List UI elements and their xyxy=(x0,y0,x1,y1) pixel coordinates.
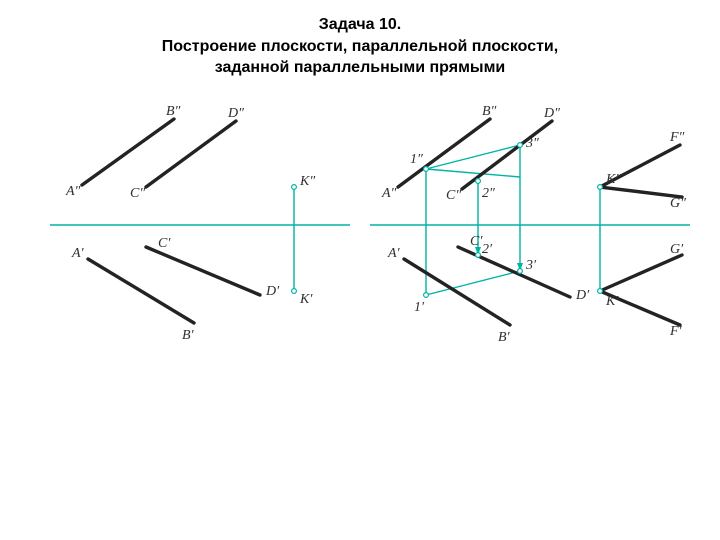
svg-text:K′: K′ xyxy=(605,294,619,309)
svg-text:A″: A″ xyxy=(381,186,397,201)
svg-text:D′: D′ xyxy=(265,284,280,299)
title-line-3: заданной параллельными прямыми xyxy=(0,57,720,79)
svg-text:F″: F″ xyxy=(669,130,685,145)
svg-text:C″: C″ xyxy=(446,188,461,203)
title-line-1: Задача 10. xyxy=(0,14,720,36)
svg-text:C′: C′ xyxy=(158,236,171,251)
svg-text:2″: 2″ xyxy=(482,186,495,201)
svg-text:D″: D″ xyxy=(543,106,560,121)
svg-text:K″: K″ xyxy=(299,174,315,189)
svg-text:B′: B′ xyxy=(498,330,511,345)
title-line-2: Построение плоскости, параллельной плоск… xyxy=(0,36,720,58)
svg-text:K′: K′ xyxy=(299,292,313,307)
svg-text:A′: A′ xyxy=(71,246,85,261)
svg-text:K″: K″ xyxy=(605,172,621,187)
svg-text:D′: D′ xyxy=(575,288,590,303)
page-title: Задача 10. Построение плоскости, паралле… xyxy=(0,14,720,79)
svg-text:G″: G″ xyxy=(670,196,686,211)
svg-text:A′: A′ xyxy=(387,246,401,261)
svg-text:3″: 3″ xyxy=(525,136,539,151)
svg-text:1′: 1′ xyxy=(414,300,425,315)
svg-text:F′: F′ xyxy=(669,324,683,339)
svg-text:B′: B′ xyxy=(182,328,195,343)
svg-text:2′: 2′ xyxy=(482,242,493,257)
svg-text:B″: B″ xyxy=(166,104,181,119)
svg-text:C″: C″ xyxy=(130,186,145,201)
diagram-stage: A″ B″ C″ D″ K″ A′ B′ C′ D′ K′ A″ B″ C″ D″ 1″ 2″ 3″ K″ F″ G… xyxy=(0,95,720,515)
svg-text:G′: G′ xyxy=(670,242,684,257)
svg-text:B″: B″ xyxy=(482,104,497,119)
svg-text:A″: A″ xyxy=(65,184,81,199)
svg-text:D″: D″ xyxy=(227,106,244,121)
diagram-left: A″ B″ C″ D″ K″ A′ B′ C′ D′ K′ xyxy=(50,95,350,355)
svg-text:1″: 1″ xyxy=(410,152,423,167)
svg-text:3′: 3′ xyxy=(525,258,537,273)
diagram-right: A″B″C″D″1″2″3″K″F″G″A′B′C′D′1′2′3′K′G′F′ xyxy=(370,95,690,355)
